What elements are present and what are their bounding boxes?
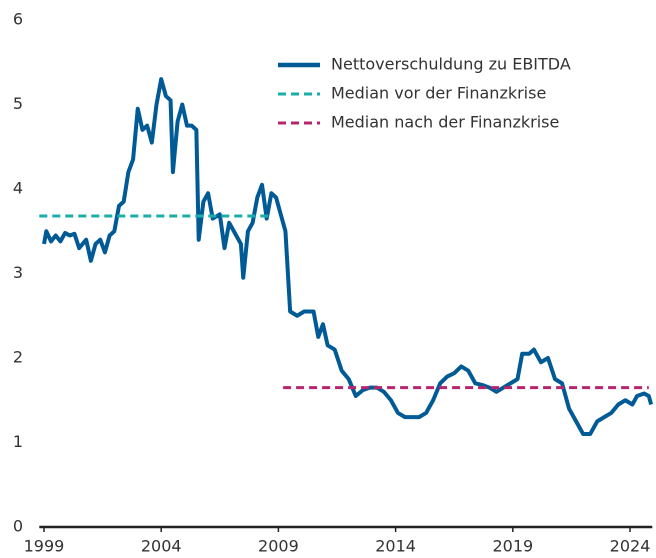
x-tick-label: 2024: [610, 537, 651, 556]
legend-label: Nettoverschuldung zu EBITDA: [331, 55, 571, 74]
legend-label: Median nach der Finanzkrise: [331, 113, 559, 132]
x-tick-label: 2019: [492, 537, 533, 556]
y-tick-label: 3: [13, 263, 23, 282]
y-tick-label: 1: [13, 432, 23, 451]
x-tick-label: 1999: [24, 537, 65, 556]
y-tick-label: 4: [13, 179, 23, 198]
y-tick-label: 2: [13, 348, 23, 367]
y-tick-label: 0: [13, 517, 23, 536]
y-tick-label: 6: [13, 10, 23, 29]
x-tick-label: 2004: [141, 537, 182, 556]
y-tick-label: 5: [13, 94, 23, 113]
data-line: [42, 77, 654, 437]
x-tick-label: 2014: [375, 537, 416, 556]
legend-label: Median vor der Finanzkrise: [331, 84, 546, 103]
x-tick-label: 2009: [258, 537, 299, 556]
